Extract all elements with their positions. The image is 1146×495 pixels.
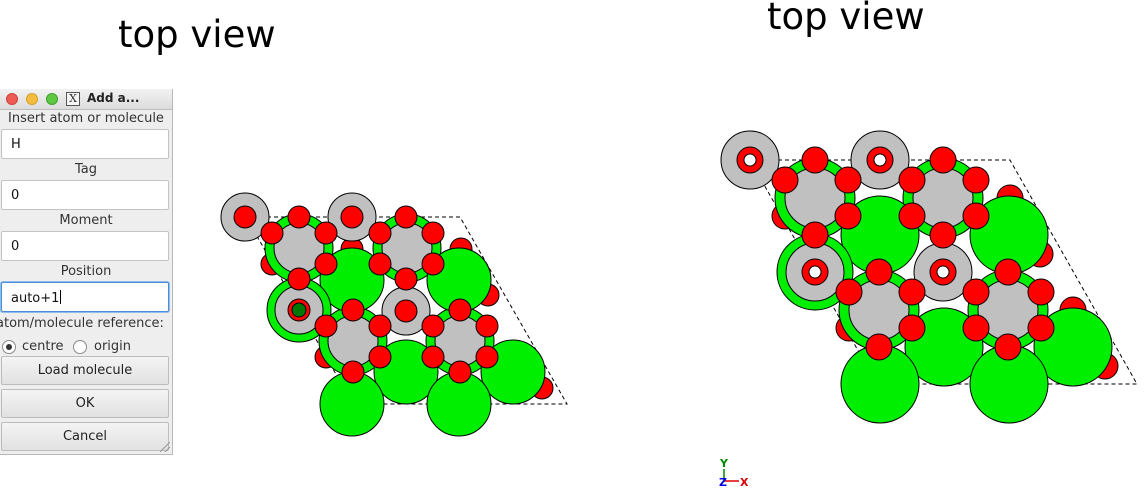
position-value: auto+1: [11, 291, 60, 306]
insert-label: Insert atom or molecule: [8, 111, 164, 126]
caption-top-view-left: top view: [118, 13, 276, 56]
left-structure-view[interactable]: [220, 192, 568, 437]
x11-app-icon: X: [66, 92, 80, 106]
radio-selected-dot: [6, 344, 12, 350]
tag-label: Tag: [74, 162, 97, 177]
axis-indicator: Y Z X: [719, 457, 749, 489]
ok-button[interactable]: OK: [1, 389, 169, 418]
x-axis-label: X: [740, 476, 749, 489]
resize-grip-icon[interactable]: [160, 442, 170, 452]
text-caret: [60, 290, 62, 304]
radio-origin[interactable]: [73, 340, 87, 354]
minimize-window-button[interactable]: [26, 93, 38, 105]
radio-centre[interactable]: [2, 340, 16, 354]
close-window-button[interactable]: [6, 93, 18, 105]
dialog-title: Add a...: [87, 91, 140, 105]
unit-cell-outline-left: [245, 216, 568, 405]
right-structure-view[interactable]: [720, 130, 1138, 424]
radio-centre-label[interactable]: centre: [22, 339, 64, 354]
z-axis-label: Z: [719, 476, 727, 489]
insert-input[interactable]: H: [1, 129, 169, 159]
unit-cell-outline-right: [749, 159, 1138, 385]
insert-value: H: [11, 137, 21, 152]
add-atom-dialog: X Add a... Insert atom or molecule H Tag…: [0, 89, 173, 455]
moment-input[interactable]: 0: [1, 231, 169, 261]
moment-value: 0: [11, 239, 20, 254]
position-input[interactable]: auto+1: [1, 282, 169, 312]
dialog-titlebar[interactable]: X Add a...: [0, 89, 172, 110]
cancel-button[interactable]: Cancel: [1, 422, 169, 451]
tag-input[interactable]: 0: [1, 180, 169, 210]
radio-origin-label[interactable]: origin: [94, 339, 132, 354]
load-molecule-button[interactable]: Load molecule: [1, 356, 169, 385]
reference-label: atom/molecule reference:: [0, 316, 164, 331]
moment-label: Moment: [59, 213, 113, 228]
maximize-window-button[interactable]: [46, 93, 58, 105]
tag-value: 0: [11, 188, 20, 203]
caption-top-view-right: top view: [767, 0, 925, 38]
y-axis-label: Y: [719, 457, 729, 470]
position-label: Position: [60, 264, 112, 279]
